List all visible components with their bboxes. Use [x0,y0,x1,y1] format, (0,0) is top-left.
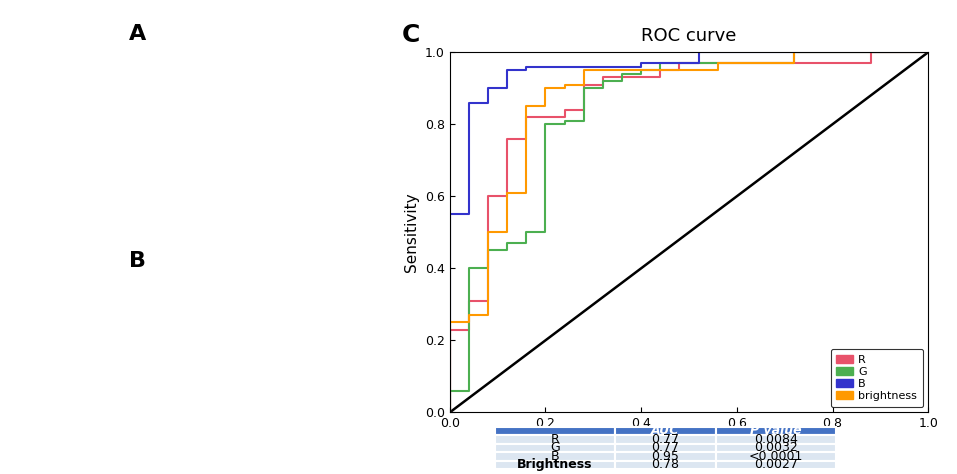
Text: 0.0027: 0.0027 [754,458,798,472]
X-axis label: 1-Specificity: 1-Specificity [642,436,736,451]
FancyBboxPatch shape [615,452,716,461]
Legend: R, G, B, brightness: R, G, B, brightness [831,349,923,407]
FancyBboxPatch shape [615,461,716,469]
FancyBboxPatch shape [615,435,716,444]
Text: 0.77: 0.77 [652,433,679,446]
Text: 0.95: 0.95 [652,450,679,463]
Text: 0.0084: 0.0084 [754,433,798,446]
FancyBboxPatch shape [495,427,615,435]
Text: P value: P value [750,424,802,438]
FancyBboxPatch shape [495,444,615,452]
FancyBboxPatch shape [716,461,836,469]
Text: 0.78: 0.78 [652,458,679,472]
Text: C: C [402,23,420,47]
Text: 0.0032: 0.0032 [754,441,798,455]
Text: Brightness: Brightness [517,458,592,472]
Text: G: G [550,441,560,455]
Text: <0.0001: <0.0001 [748,450,803,463]
FancyBboxPatch shape [495,461,615,469]
FancyBboxPatch shape [495,435,615,444]
Y-axis label: Sensitivity: Sensitivity [405,192,419,272]
FancyBboxPatch shape [716,435,836,444]
FancyBboxPatch shape [615,427,716,435]
FancyBboxPatch shape [716,444,836,452]
FancyBboxPatch shape [716,452,836,461]
FancyBboxPatch shape [716,427,836,435]
Text: B: B [550,450,559,463]
Text: B: B [129,251,146,271]
FancyBboxPatch shape [615,444,716,452]
FancyBboxPatch shape [495,452,615,461]
Text: 0.77: 0.77 [652,441,679,455]
Title: ROC curve: ROC curve [641,27,737,45]
Text: A: A [129,24,146,44]
Text: AUC: AUC [651,424,679,438]
Text: R: R [550,433,559,446]
